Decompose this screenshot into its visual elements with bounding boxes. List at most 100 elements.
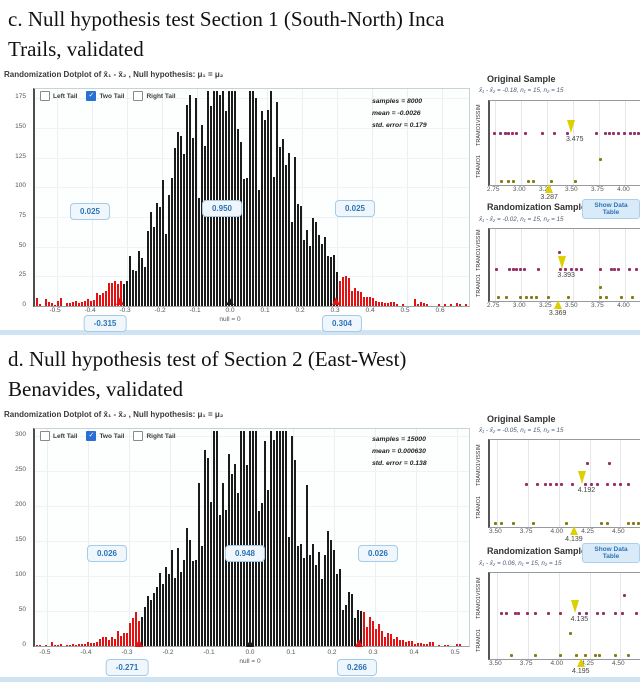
data-dot xyxy=(559,654,563,657)
right-tail-proportion[interactable]: 0.026 xyxy=(357,545,399,562)
checkbox-icon[interactable] xyxy=(40,431,50,441)
data-dot xyxy=(627,268,631,272)
left-threshold-marker-icon[interactable] xyxy=(116,297,124,305)
left-threshold-marker-icon[interactable] xyxy=(135,639,143,647)
histogram-bar xyxy=(195,97,197,306)
left-threshold-value[interactable]: -0.315 xyxy=(83,315,127,332)
histogram-bar xyxy=(117,631,119,646)
left-tail-checkbox[interactable]: Left Tail xyxy=(40,431,77,441)
histogram-bar xyxy=(360,610,362,646)
histogram-bar xyxy=(135,270,137,306)
histogram-bar xyxy=(249,431,251,646)
histogram-bar xyxy=(351,290,353,306)
data-dot xyxy=(626,654,630,657)
histogram-bar xyxy=(447,644,449,646)
right-tail-checkbox[interactable]: Right Tail xyxy=(133,431,176,441)
show-data-table-button[interactable]: Show Data Table xyxy=(582,543,640,563)
x-tick-label: 0.5 xyxy=(400,307,410,314)
gridline xyxy=(442,89,444,306)
histogram-bar xyxy=(219,515,221,646)
checkbox-icon[interactable] xyxy=(133,91,144,101)
x-tick-label: -0.1 xyxy=(203,649,215,656)
right-threshold-marker-icon[interactable] xyxy=(355,639,363,647)
x-tick-label: 3.75 xyxy=(591,186,604,193)
data-dot xyxy=(555,482,559,486)
data-dot xyxy=(575,654,579,657)
group-label-top: TRAMO1VISSIM xyxy=(476,229,482,271)
histogram-bar xyxy=(402,303,404,306)
histogram-bar xyxy=(279,431,281,646)
center-proportion[interactable]: 0.948 xyxy=(224,545,266,562)
histogram-bar xyxy=(114,638,116,646)
histogram-bar xyxy=(306,229,308,306)
histogram-bar xyxy=(393,638,395,646)
histogram-bar xyxy=(237,129,239,306)
checkbox-icon[interactable] xyxy=(133,431,144,441)
right-threshold-value[interactable]: 0.304 xyxy=(321,315,363,332)
histogram-bar xyxy=(369,617,371,646)
null-label: null = 0 xyxy=(239,658,261,665)
null-marker-icon xyxy=(226,298,234,305)
y-tick-label: 200 xyxy=(15,501,26,508)
histogram-bar xyxy=(429,642,431,646)
histogram-bar xyxy=(51,642,53,646)
x-tick-label: 4.00 xyxy=(550,660,564,667)
data-dot xyxy=(574,180,578,183)
histogram-bar xyxy=(159,573,161,646)
data-dot xyxy=(583,482,587,486)
histogram-bar xyxy=(66,302,68,306)
axis-marker-label: 3.287 xyxy=(540,194,558,201)
histogram-bar xyxy=(57,300,59,306)
histogram-bar xyxy=(39,304,41,306)
two-tail-checkbox[interactable]: Two Tail xyxy=(86,91,124,101)
data-dot xyxy=(547,296,551,299)
gridline xyxy=(375,429,377,646)
data-dot xyxy=(623,593,627,597)
data-dot xyxy=(535,482,539,486)
left-threshold-value[interactable]: -0.271 xyxy=(105,659,149,676)
left-tail-checkbox[interactable]: Left Tail xyxy=(40,91,77,101)
histogram-bar xyxy=(84,644,86,646)
data-dot xyxy=(552,131,556,135)
gridline xyxy=(87,429,89,646)
two-tail-checkbox[interactable]: Two Tail xyxy=(86,431,124,441)
axis-marker-icon xyxy=(569,526,578,535)
histogram-bar xyxy=(261,110,263,306)
data-dot xyxy=(623,131,627,135)
histogram-bar xyxy=(201,545,203,646)
right-tail-proportion[interactable]: 0.025 xyxy=(334,200,376,217)
center-proportion[interactable]: 0.950 xyxy=(201,200,243,217)
right-threshold-marker-icon[interactable] xyxy=(332,297,340,305)
gridline xyxy=(495,229,497,301)
checkbox-icon[interactable] xyxy=(40,91,50,101)
checkbox-checked-icon[interactable] xyxy=(86,431,97,441)
right-tail-checkbox[interactable]: Right Tail xyxy=(133,91,176,101)
histogram-bar xyxy=(186,528,188,646)
histogram-bar xyxy=(186,104,188,306)
x-tick-label: -0.3 xyxy=(121,649,133,656)
left-tail-proportion[interactable]: 0.026 xyxy=(86,545,128,562)
std-error-value: std. error = 0.179 xyxy=(372,122,427,129)
checkbox-checked-icon[interactable] xyxy=(86,91,97,101)
show-data-table-button[interactable]: Show Data Table xyxy=(582,199,640,219)
data-dot xyxy=(617,131,621,135)
histogram-bar xyxy=(297,545,299,646)
data-dot xyxy=(524,131,528,135)
histogram-bar xyxy=(36,645,38,646)
data-dot xyxy=(599,268,603,272)
right-threshold-value[interactable]: 0.266 xyxy=(336,659,378,676)
histogram-bar xyxy=(132,269,134,306)
histogram-bar xyxy=(405,641,407,646)
x-tick-label: 0.1 xyxy=(260,307,270,314)
data-dot xyxy=(500,612,504,616)
data-dot xyxy=(595,131,599,135)
histogram-bar xyxy=(384,303,386,306)
histogram-bar xyxy=(132,618,134,646)
histogram-bar xyxy=(438,303,440,306)
left-tail-proportion[interactable]: 0.025 xyxy=(69,203,111,220)
histogram-bar xyxy=(78,303,80,306)
histogram-bar xyxy=(207,457,209,646)
histogram-bar xyxy=(96,642,98,646)
data-dot xyxy=(536,268,540,272)
histogram-bar xyxy=(162,180,164,306)
